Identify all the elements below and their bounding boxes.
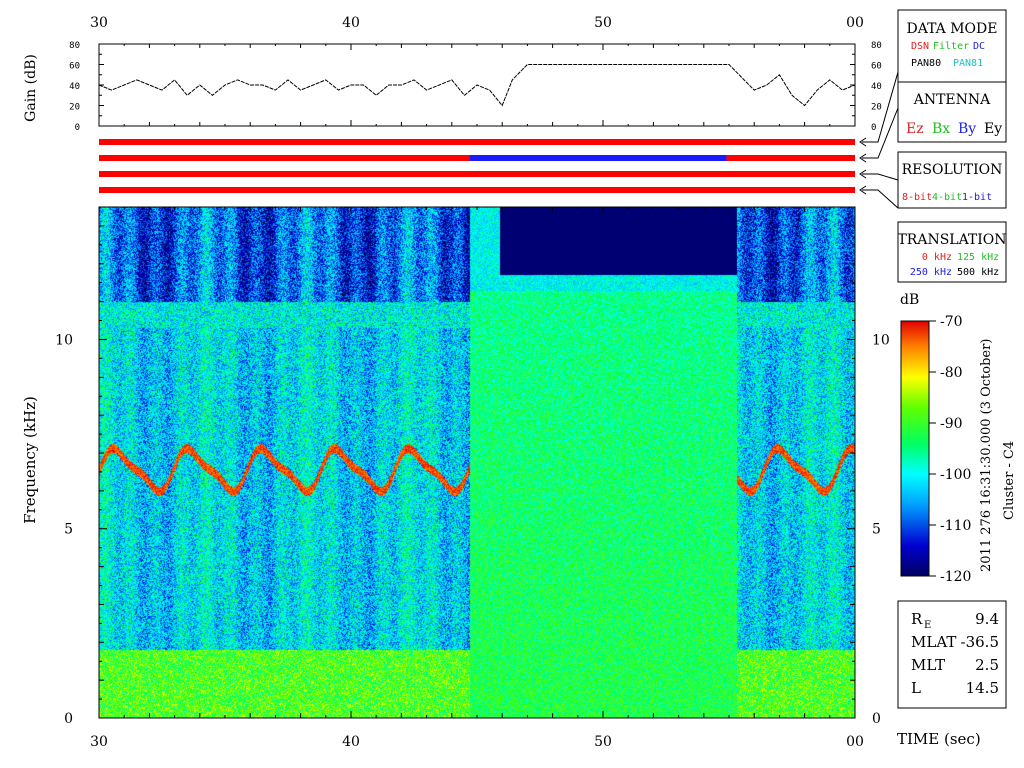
antenna-title: ANTENNA	[913, 92, 991, 108]
legend-entry: DC	[973, 41, 985, 52]
gain-y-tick-labels: 0 0 20 20 40 40 60 60 80 80	[69, 41, 882, 133]
orbit-rows: R E 9.4 MLAT -36.5 MLT 2.5 L 14.5	[911, 610, 999, 697]
gain-y-tick-label-left: 60	[69, 62, 80, 72]
gain-axis-label: Gain (dB)	[23, 54, 39, 122]
frequency-tick-label-left: 10	[55, 332, 73, 348]
gain-y-tick-label-left: 40	[69, 82, 80, 92]
frequency-tick-label-right: 10	[872, 332, 890, 348]
colorbar: dB -70 -80 -90 -100 -110 -120	[900, 292, 971, 585]
time-axis-label: TIME (sec)	[897, 730, 981, 748]
orbit-box: R E 9.4 MLAT -36.5 MLT 2.5 L 14.5	[897, 600, 1007, 709]
colorbar-tick-label: -100	[940, 467, 971, 483]
translation-row-2: 250 kHz 500 kHz	[910, 267, 999, 278]
resolution-items: 8-bit 4-bit 1-bit	[902, 192, 992, 203]
spectrogram-x-tick-labels: 30 40 50 00	[90, 734, 864, 750]
legend-entry: PAN80	[911, 58, 941, 69]
gain-y-tick-label-right: 40	[871, 82, 882, 92]
gain-y-tick-label-right: 80	[871, 41, 882, 51]
colorbar-unit: dB	[900, 292, 919, 308]
translation-box: TRANSLATION 0 kHz 125 kHz 250 kHz 500 kHz	[897, 221, 1007, 283]
status-bar-segment	[99, 155, 470, 161]
translation-entry: 0 kHz	[922, 252, 952, 263]
frequency-tick-label-left: 5	[64, 522, 73, 538]
translation-title: TRANSLATION	[897, 232, 1006, 248]
gain-top-tick-labels: 30 40 50 00	[90, 15, 864, 31]
status-bar-segment	[99, 171, 855, 177]
colorbar-tick-label: -90	[940, 416, 963, 432]
gain-x-tick-label: 30	[90, 15, 108, 31]
gain-y-tick-label-right: 0	[871, 123, 876, 133]
spectrogram-y-tick-labels: 0 0 5 5 10 10	[55, 332, 890, 727]
frequency-tick-label-right: 5	[872, 522, 881, 538]
legend-connectors	[859, 71, 899, 209]
antenna-entry: Ey	[984, 121, 1002, 137]
colorbar-gradient	[900, 320, 930, 577]
legend-entry: 4-bit	[932, 192, 962, 203]
gain-y-tick-label-right: 60	[871, 62, 882, 72]
data-mode-box: DATA MODE DSN Filter DC PAN80 PAN81	[897, 9, 1007, 83]
legend-entry: 1-bit	[962, 192, 992, 203]
spacecraft-caption: Cluster - C4	[1002, 441, 1017, 520]
legend-entry: Filter	[933, 41, 969, 52]
status-bars	[99, 139, 855, 193]
translation-entry: 250 kHz	[910, 267, 952, 278]
orbit-label: MLAT	[911, 633, 956, 651]
frequency-axis-label: Frequency (kHz)	[21, 396, 39, 524]
antenna-entry: Ez	[906, 121, 924, 137]
legend-entry: PAN81	[953, 58, 983, 69]
orbit-value: 2.5	[975, 656, 999, 674]
status-bar-segment	[469, 155, 727, 161]
date-caption: 2011 276 16:31:30.000 (3 October)	[979, 339, 994, 572]
orbit-value: -36.5	[961, 633, 999, 651]
spectrogram-axis-ticks	[98, 206, 856, 719]
antenna-entry: Bx	[932, 121, 950, 137]
legend-entry: DSN	[911, 41, 929, 52]
antenna-items: Ez Bx By Ey	[906, 121, 1002, 137]
time-tick-label: 30	[90, 734, 108, 750]
translation-row-1: 0 kHz 125 kHz	[922, 252, 999, 263]
side-caption: 2011 276 16:31:30.000 (3 October) Cluste…	[979, 339, 1017, 572]
gain-x-tick-label: 00	[846, 15, 864, 31]
time-tick-label: 40	[342, 734, 360, 750]
frequency-tick-label-left: 0	[64, 711, 73, 727]
gain-y-tick-label-left: 80	[69, 41, 80, 51]
gain-y-tick-label-left: 0	[75, 123, 80, 133]
translation-entry: 125 kHz	[957, 252, 999, 263]
colorbar-tick-label: -70	[940, 314, 963, 330]
status-bar-segment	[726, 155, 855, 161]
colorbar-ticks: -70 -80 -90 -100 -110 -120	[929, 314, 971, 585]
orbit-value: 9.4	[975, 610, 999, 628]
status-bar-segment	[99, 187, 855, 193]
orbit-label: L	[911, 679, 921, 697]
time-tick-label: 00	[846, 734, 864, 750]
legend-entry: 8-bit	[902, 192, 932, 203]
resolution-box: RESOLUTION 8-bit 4-bit 1-bit	[897, 151, 1007, 209]
data-mode-row-2: PAN80 PAN81	[911, 58, 983, 69]
colorbar-tick-label: -120	[940, 569, 971, 585]
time-tick-label: 50	[594, 734, 612, 750]
data-mode-row-1: DSN Filter DC	[911, 41, 985, 52]
gain-x-tick-label: 50	[594, 15, 612, 31]
colorbar-tick-label: -110	[940, 518, 971, 534]
colorbar-tick-label: -80	[940, 365, 963, 381]
spectrogram-panel: 30 40 50 00 0 05 510 10 Frequency (kHz) TIME (…	[21, 206, 981, 750]
gain-x-tick-label: 40	[342, 15, 360, 31]
orbit-label-subscript: E	[924, 620, 931, 631]
gain-y-tick-label-left: 20	[69, 103, 80, 113]
spectrogram-image	[99, 207, 855, 718]
orbit-label: MLT	[911, 656, 945, 674]
orbit-value: 14.5	[966, 679, 999, 697]
resolution-title: RESOLUTION	[902, 162, 1003, 178]
status-bar-segment	[99, 139, 855, 145]
translation-entry: 500 kHz	[957, 267, 999, 278]
frequency-tick-label-right: 0	[872, 711, 881, 727]
antenna-box: ANTENNA Ez Bx By Ey	[897, 81, 1007, 143]
antenna-entry: By	[958, 121, 976, 137]
gain-y-tick-label-right: 20	[871, 103, 882, 113]
orbit-label: R	[911, 610, 923, 628]
gain-trace	[98, 64, 856, 107]
data-mode-title: DATA MODE	[907, 21, 998, 37]
